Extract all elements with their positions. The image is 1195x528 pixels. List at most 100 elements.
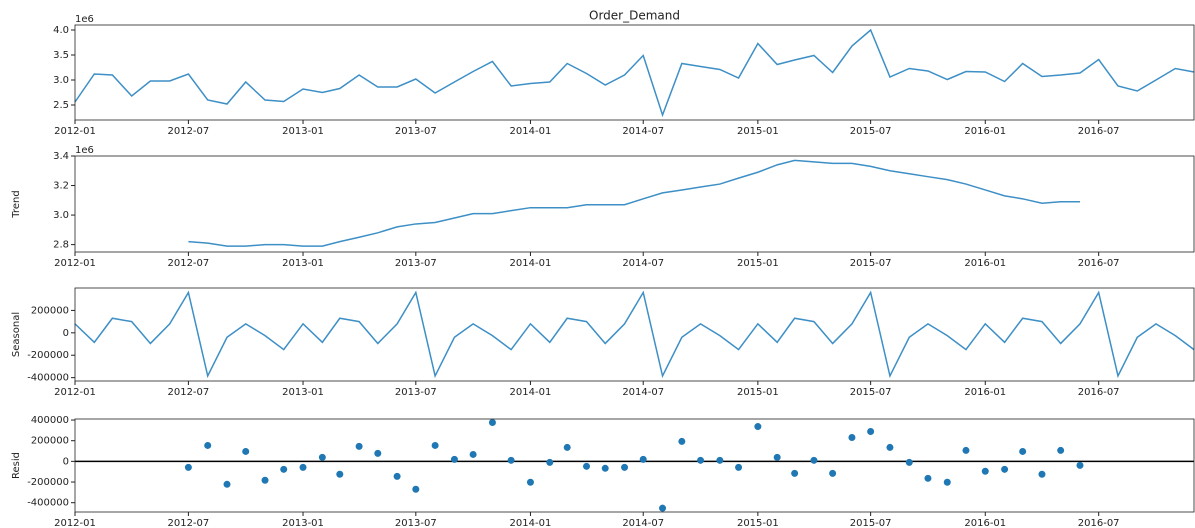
- point: [678, 437, 686, 445]
- x-tick-label: 2012-07: [167, 387, 209, 398]
- point: [791, 469, 799, 477]
- x-tick-label: 2015-01: [737, 518, 779, 528]
- point: [639, 455, 647, 463]
- y-axis-label: Seasonal: [11, 312, 22, 357]
- x-tick-label: 2015-07: [850, 387, 892, 398]
- point: [773, 453, 781, 461]
- x-tick-label: 2014-07: [622, 258, 664, 269]
- point: [716, 456, 724, 464]
- offset-label: 1e6: [75, 145, 94, 156]
- point: [754, 423, 762, 431]
- series-line: [74, 290, 1195, 379]
- x-tick-label: 2015-07: [850, 126, 892, 137]
- x-tick-label: 2015-07: [850, 518, 892, 528]
- y-tick-label: 400000: [31, 415, 69, 426]
- x-tick-label: 2016-07: [1078, 518, 1120, 528]
- x-tick-label: 2016-07: [1078, 387, 1120, 398]
- point: [886, 443, 894, 451]
- point: [905, 458, 913, 466]
- point: [1001, 465, 1009, 473]
- point: [280, 465, 288, 473]
- point: [583, 462, 591, 470]
- x-tick-label: 2016-07: [1078, 258, 1120, 269]
- point: [735, 463, 743, 471]
- point: [184, 463, 192, 471]
- point: [848, 433, 856, 441]
- point: [1038, 470, 1046, 478]
- x-tick-label: 2012-01: [54, 387, 96, 398]
- x-tick-label: 2012-07: [167, 126, 209, 137]
- x-tick-label: 2015-01: [737, 126, 779, 137]
- x-tick-label: 2012-01: [54, 518, 96, 528]
- point: [488, 419, 496, 427]
- point: [1019, 447, 1027, 455]
- x-tick-label: 2015-07: [850, 258, 892, 269]
- point: [336, 470, 344, 478]
- y-tick-label: 200000: [31, 436, 69, 447]
- x-tick-label: 2013-01: [282, 518, 324, 528]
- point: [374, 449, 382, 457]
- y-tick-label: -400000: [27, 498, 69, 509]
- point: [1076, 461, 1084, 469]
- point: [318, 453, 326, 461]
- point: [943, 478, 951, 486]
- x-tick-label: 2013-01: [282, 126, 324, 137]
- x-tick-label: 2013-01: [282, 258, 324, 269]
- x-tick-label: 2014-01: [510, 126, 552, 137]
- x-tick-label: 2016-01: [964, 387, 1006, 398]
- point: [393, 472, 401, 480]
- series-line: [74, 28, 1195, 118]
- point: [981, 467, 989, 475]
- plot-frame: [74, 155, 1195, 253]
- y-tick-label: 0: [63, 456, 69, 467]
- point: [242, 447, 250, 455]
- x-tick-label: 2013-07: [395, 126, 437, 137]
- point: [810, 456, 818, 464]
- point: [526, 478, 534, 486]
- y-tick-label: 200000: [31, 305, 69, 316]
- y-tick-label: -400000: [27, 373, 69, 384]
- point: [563, 443, 571, 451]
- point: [601, 464, 609, 472]
- plot-frame: [74, 24, 1195, 121]
- x-tick-label: 2013-01: [282, 387, 324, 398]
- point: [829, 469, 837, 477]
- x-tick-label: 2016-01: [964, 258, 1006, 269]
- plot-frame: [74, 418, 1195, 513]
- y-tick-label: 3.0: [53, 210, 69, 221]
- point: [261, 476, 269, 484]
- point: [355, 442, 363, 450]
- y-tick-label: 2.5: [53, 100, 69, 111]
- x-tick-label: 2016-01: [964, 518, 1006, 528]
- x-tick-label: 2014-01: [510, 258, 552, 269]
- y-axis-label: Resid: [11, 452, 22, 479]
- point: [450, 455, 458, 463]
- y-tick-label: -200000: [27, 477, 69, 488]
- point: [621, 463, 629, 471]
- x-tick-label: 2014-01: [510, 518, 552, 528]
- x-tick-label: 2014-07: [622, 126, 664, 137]
- x-tick-label: 2014-01: [510, 387, 552, 398]
- point: [469, 450, 477, 458]
- point: [507, 456, 515, 464]
- x-tick-label: 2013-07: [395, 387, 437, 398]
- y-tick-label: 0: [63, 328, 69, 339]
- y-tick-label: 2.8: [53, 240, 69, 251]
- point: [299, 463, 307, 471]
- x-tick-label: 2012-01: [54, 126, 96, 137]
- x-tick-label: 2012-01: [54, 258, 96, 269]
- x-tick-label: 2016-01: [964, 126, 1006, 137]
- y-tick-label: -200000: [27, 350, 69, 361]
- y-tick-label: 3.2: [53, 181, 69, 192]
- y-tick-label: 3.5: [53, 50, 69, 61]
- x-tick-label: 2013-07: [395, 258, 437, 269]
- chart-title: Order_Demand: [589, 9, 680, 23]
- point: [204, 441, 212, 449]
- x-tick-label: 2012-07: [167, 258, 209, 269]
- y-tick-label: 3.4: [53, 151, 69, 162]
- x-tick-label: 2014-07: [622, 387, 664, 398]
- x-tick-label: 2016-07: [1078, 126, 1120, 137]
- point: [697, 456, 705, 464]
- x-tick-label: 2013-07: [395, 518, 437, 528]
- point: [962, 446, 970, 454]
